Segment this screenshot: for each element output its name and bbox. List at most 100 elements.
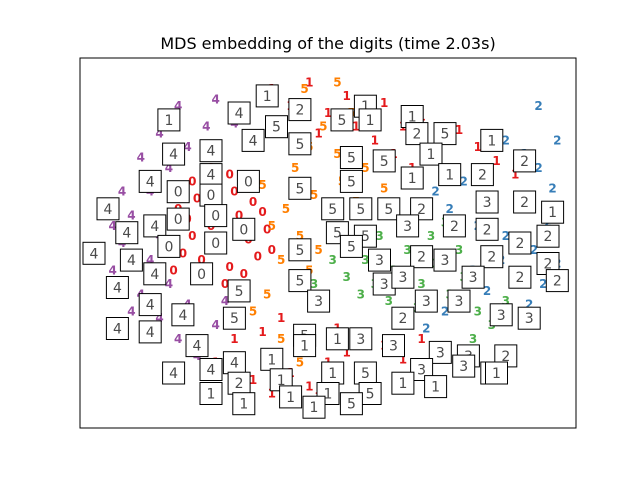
thumbnail-frame [438, 163, 462, 187]
digit-thumbnail: 4 [162, 142, 186, 166]
thumbnail-frame [199, 358, 223, 381]
digit-point-2: 2 [422, 322, 430, 336]
digit-thumbnail: 4 [227, 101, 251, 125]
plot-content: 0000000000000000000000000011111111111111… [82, 75, 569, 419]
thumbnail-digit-image: 2 [417, 250, 426, 266]
thumbnail-frame [288, 269, 312, 293]
digit-thumbnail: 5 [222, 306, 246, 330]
thumbnail-digit-image: 5 [295, 181, 304, 197]
digit-point-4: 4 [127, 209, 135, 223]
digit-thumbnail: 4 [119, 248, 143, 272]
digit-thumbnail: 4 [105, 276, 129, 299]
digit-point-3: 3 [385, 294, 393, 308]
thumbnail-frame [204, 204, 228, 228]
digit-point-2: 2 [534, 99, 542, 113]
digit-point-5: 5 [380, 181, 388, 195]
thumbnail-digit-image: 4 [178, 308, 187, 324]
thumbnail-digit-image: 1 [361, 99, 370, 115]
thumbnail-frame [325, 327, 349, 351]
digit-point-5: 5 [268, 219, 276, 233]
digit-thumbnail: 4 [222, 351, 246, 375]
thumbnail-digit-image: 1 [300, 339, 309, 355]
thumbnail-digit-image: 2 [487, 250, 496, 266]
digit-point-4: 4 [212, 92, 220, 106]
digit-point-1: 1 [343, 89, 351, 103]
thumbnail-digit-image: 3 [389, 339, 398, 355]
digit-thumbnail: 3 [461, 265, 485, 289]
thumbnail-frame [236, 169, 260, 193]
thumbnail-frame [424, 375, 448, 399]
thumbnail-digit-image: 5 [347, 239, 356, 255]
thumbnail-frame [461, 265, 485, 289]
thumbnail-digit-image: 2 [520, 195, 529, 211]
digit-point-2: 2 [483, 284, 491, 298]
digit-point-3: 3 [403, 243, 411, 257]
thumbnail-digit-image: 4 [146, 325, 155, 341]
thumbnail-digit-image: 4 [146, 298, 155, 314]
digit-thumbnail: 2 [480, 245, 504, 269]
digit-point-4: 4 [109, 263, 117, 277]
thumbnail-frame [222, 306, 246, 330]
thumbnail-frame [377, 197, 401, 221]
thumbnail-digit-image: 1 [445, 168, 454, 184]
digit-thumbnail: 2 [545, 269, 569, 293]
digit-point-5: 5 [277, 332, 285, 346]
digit-point-4: 4 [155, 311, 163, 325]
thumbnail-digit-image: 2 [295, 103, 304, 119]
thumbnail-frame [391, 371, 415, 395]
thumbnail-digit-image: 2 [544, 257, 553, 273]
thumbnail-frame [400, 166, 424, 190]
thumbnail-frame [288, 132, 312, 156]
digit-thumbnail: 4 [143, 214, 167, 238]
digit-thumbnail: 1 [480, 128, 504, 152]
thumbnail-digit-image: 5 [295, 137, 304, 153]
thumbnail-frame [302, 395, 326, 419]
digit-thumbnail: 2 [227, 371, 251, 395]
digit-thumbnail: 5 [339, 146, 363, 169]
thumbnail-frame [232, 217, 256, 241]
thumbnail-digit-image: 1 [324, 387, 333, 403]
thumbnail-digit-image: 3 [375, 253, 384, 269]
digit-point-5: 5 [333, 75, 341, 89]
thumbnail-digit-image: 1 [239, 397, 248, 413]
thumbnail-frame [162, 142, 186, 166]
digit-thumbnail: 2 [513, 190, 537, 214]
digit-thumbnail: 0 [190, 262, 214, 286]
digit-thumbnail: 1 [400, 105, 424, 128]
digit-thumbnail: 3 [475, 190, 499, 214]
thumbnail-frame [265, 115, 288, 139]
digit-thumbnail: 2 [391, 306, 415, 330]
digit-point-2: 2 [534, 161, 542, 175]
thumbnail-digit-image: 1 [263, 89, 272, 105]
digit-point-2: 2 [530, 243, 538, 257]
digit-point-2: 2 [502, 229, 510, 243]
digit-point-1: 1 [305, 75, 313, 89]
digit-thumbnail: 1 [302, 395, 326, 419]
thumbnail-frame [199, 382, 223, 405]
thumbnail-frame [288, 98, 312, 122]
digit-thumbnail: 1 [293, 334, 317, 358]
digit-point-3: 3 [343, 270, 351, 284]
digit-point-0: 0 [258, 205, 266, 219]
thumbnail-frame [372, 149, 396, 173]
thumbnail-digit-image: 5 [380, 154, 389, 170]
thumbnail-digit-image: 5 [347, 174, 356, 190]
thumbnail-frame [232, 392, 256, 416]
thumbnail-frame [508, 265, 532, 289]
thumbnail-digit-image: 0 [174, 185, 183, 201]
thumbnail-digit-image: 5 [366, 387, 375, 403]
thumbnail-digit-image: 0 [174, 212, 183, 228]
digit-point-0: 0 [221, 277, 229, 291]
digit-thumbnail: 4 [162, 361, 186, 385]
thumbnail-digit-image: 5 [338, 113, 347, 129]
digit-thumbnail: 3 [452, 354, 476, 378]
digit-point-0: 0 [226, 260, 234, 274]
thumbnail-digit-image: 1 [286, 390, 295, 406]
digit-thumbnail: 2 [470, 163, 494, 187]
digit-thumbnail: 3 [433, 248, 457, 272]
thumbnail-frame [143, 262, 167, 286]
digit-thumbnail: 5 [339, 392, 363, 416]
thumbnail-digit-image: 5 [295, 243, 304, 259]
digit-thumbnail: 0 [166, 207, 190, 231]
digit-point-5: 5 [296, 229, 304, 243]
